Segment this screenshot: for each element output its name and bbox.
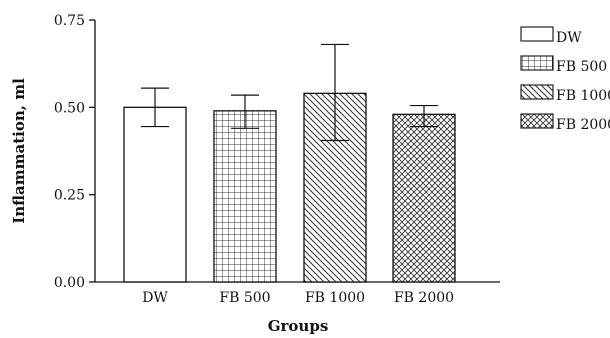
y-tick-label: 0.50: [54, 100, 85, 116]
legend-swatch: [521, 27, 553, 41]
bar-fb-500: [214, 111, 276, 282]
y-tick-label: 0.00: [54, 275, 85, 291]
legend-label: DW: [556, 30, 582, 46]
legend-swatch: [521, 56, 553, 70]
x-tick-label: FB 1000: [305, 290, 365, 306]
legend: DW FB 500 FB 1000 FB 2000: [521, 27, 610, 133]
legend-label: FB 1000: [556, 88, 610, 104]
y-axis-title: Inflammation, ml: [10, 78, 28, 224]
bar-dw: [124, 107, 186, 282]
x-tick-label: FB 2000: [394, 290, 454, 306]
y-tick-label: 0.75: [54, 13, 85, 29]
bar-fb-2000: [393, 114, 455, 282]
x-axis-ticks: DW FB 500 FB 1000 FB 2000: [142, 290, 454, 306]
legend-label: FB 500: [556, 59, 607, 75]
y-tick-label: 0.25: [54, 188, 85, 204]
legend-swatch: [521, 85, 553, 99]
y-axis-ticks: 0.00 0.25 0.50 0.75: [54, 13, 95, 291]
x-axis-title: Groups: [268, 317, 329, 335]
x-tick-label: FB 500: [219, 290, 270, 306]
x-tick-label: DW: [142, 290, 168, 306]
bars-group: [124, 93, 455, 282]
legend-swatch: [521, 114, 553, 128]
legend-label: FB 2000: [556, 117, 610, 133]
